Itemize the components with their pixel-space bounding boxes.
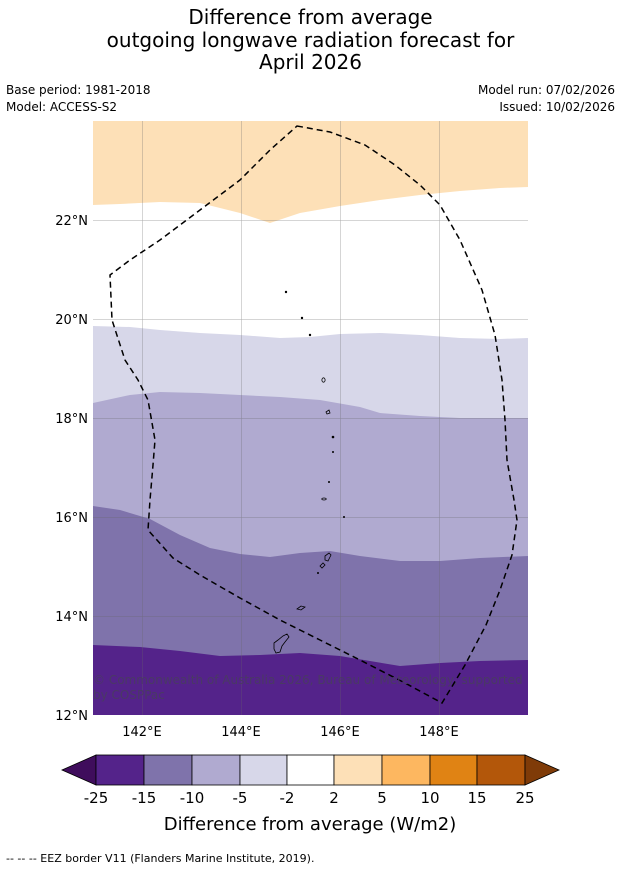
lat-label: 22°N <box>55 214 88 229</box>
island-alamagan <box>331 435 335 439</box>
meta-right: Model run: 07/02/2026 Issued: 10/02/2026 <box>478 82 615 116</box>
colorbar-tick: -25 <box>84 789 109 807</box>
band-negative-15-25 <box>93 645 528 715</box>
meta-left: Base period: 1981-2018 Model: ACCESS-S2 <box>6 82 151 116</box>
longitude-labels: 142°E 144°E 146°E 148°E <box>122 725 459 740</box>
colorbar-ticks: -25 -15 -10 -5 -2 2 5 10 15 25 <box>84 789 535 807</box>
copyright-line-2: by COSPPac <box>93 688 165 702</box>
colorbar <box>61 754 560 786</box>
colorbar-segment <box>95 754 145 786</box>
colorbar-tick: -2 <box>280 789 295 807</box>
island-outlines <box>273 290 345 654</box>
colorbar-segment <box>239 754 288 786</box>
base-period: Base period: 1981-2018 <box>6 83 151 97</box>
lat-label: 14°N <box>55 610 88 625</box>
colorbar-segment <box>191 754 241 786</box>
island-maug <box>300 316 304 320</box>
map-panel: © Commonwealth of Australia 2026, Bureau… <box>93 121 528 715</box>
model-run: Model run: 07/02/2026 <box>477 83 615 97</box>
colorbar-tick: 10 <box>420 789 439 807</box>
colorbar-tick: 2 <box>329 789 339 807</box>
colorbar-segment <box>381 754 431 786</box>
lat-label: 18°N <box>55 412 88 427</box>
island-guguan <box>331 450 334 453</box>
island-pagan <box>325 409 331 415</box>
colorbar-tick: 15 <box>467 789 486 807</box>
colorbar-extend-min <box>61 754 97 786</box>
colorbar-segment <box>333 754 383 786</box>
island-rota <box>296 605 306 611</box>
colorbar-tick: -5 <box>233 789 248 807</box>
lon-label: 148°E <box>419 725 459 740</box>
island-guam <box>273 633 290 654</box>
lat-label: 12°N <box>55 709 88 724</box>
island-sarigan <box>327 480 330 483</box>
title-line-2: outgoing longwave radiation forecast for <box>106 27 515 52</box>
colorbar-segment <box>143 754 193 786</box>
island-agrihan <box>321 377 326 383</box>
island-farallon-de-pajaros <box>284 290 288 294</box>
model-name: Model: ACCESS-S2 <box>6 100 118 114</box>
island-asuncion <box>308 333 312 337</box>
lon-label: 144°E <box>221 725 261 740</box>
chart-title: Difference from average outgoing longwav… <box>0 6 621 74</box>
gridlines <box>93 121 528 715</box>
title-line-3: April 2026 <box>259 50 362 74</box>
band-positive-2-5 <box>93 121 528 223</box>
latitude-labels: 12°N 14°N 16°N 18°N 20°N 22°N <box>55 214 88 724</box>
eez-legend: -- -- -- EEZ border V11 (Flanders Marine… <box>6 852 315 865</box>
island-tinian <box>319 562 326 569</box>
colorbar-segment <box>429 754 478 786</box>
colorbar-tick: 25 <box>515 789 534 807</box>
lon-label: 142°E <box>122 725 162 740</box>
colorbar-segment <box>286 754 335 786</box>
island-saipan <box>324 552 332 562</box>
colorbar-tick: 5 <box>377 789 387 807</box>
island-anatahan <box>321 497 327 501</box>
colorbar-extend-max <box>524 754 560 786</box>
lat-label: 20°N <box>55 313 88 328</box>
colorbar-tick: -10 <box>180 789 205 807</box>
island-farallon-de-medinilla <box>342 516 345 519</box>
lon-label: 146°E <box>320 725 360 740</box>
issued-date: Issued: 10/02/2026 <box>499 100 615 114</box>
colorbar-tick: -15 <box>132 789 157 807</box>
title-line-1: Difference from average <box>188 5 433 29</box>
copyright-line-1: © Commonwealth of Australia 2026, Bureau… <box>93 673 523 687</box>
eez-border <box>109 125 518 704</box>
colorbar-segment <box>476 754 526 786</box>
island-aguijan <box>316 572 319 575</box>
lat-label: 16°N <box>55 511 88 526</box>
colorbar-label: Difference from average (W/m2) <box>164 814 456 835</box>
